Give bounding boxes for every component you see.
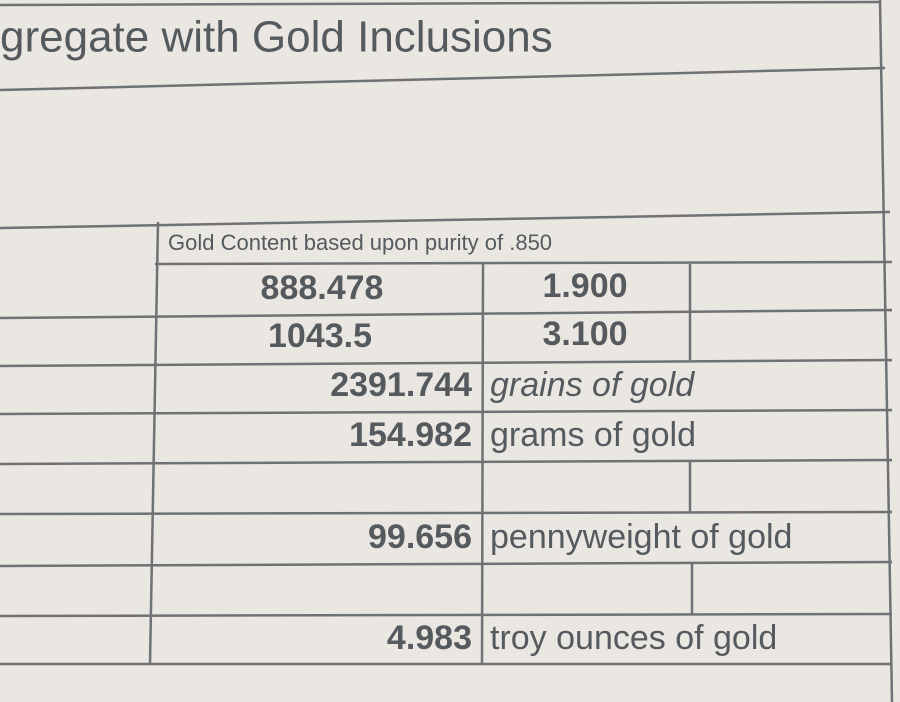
table-caption: Gold Content based upon purity of .850 (168, 230, 552, 255)
cell: 1.900 (542, 267, 627, 305)
cell: 4.983 (387, 619, 472, 657)
rule (0, 0, 881, 7)
cell: 888.478 (261, 269, 384, 307)
rule (878, 0, 894, 702)
title: gregate with Gold Inclusions (0, 13, 553, 62)
cell: 1043.5 (268, 317, 372, 355)
rule (0, 66, 886, 92)
cell: 99.656 (368, 518, 472, 556)
cell: grams of gold (490, 416, 696, 454)
cell: 154.982 (349, 416, 472, 454)
cell: 3.100 (542, 315, 627, 353)
table-grid (0, 210, 893, 666)
cell: troy ounces of gold (490, 619, 777, 657)
cell: pennyweight of gold (490, 518, 792, 556)
cell: grains of gold (490, 366, 695, 404)
cell: 2391.744 (330, 366, 472, 404)
